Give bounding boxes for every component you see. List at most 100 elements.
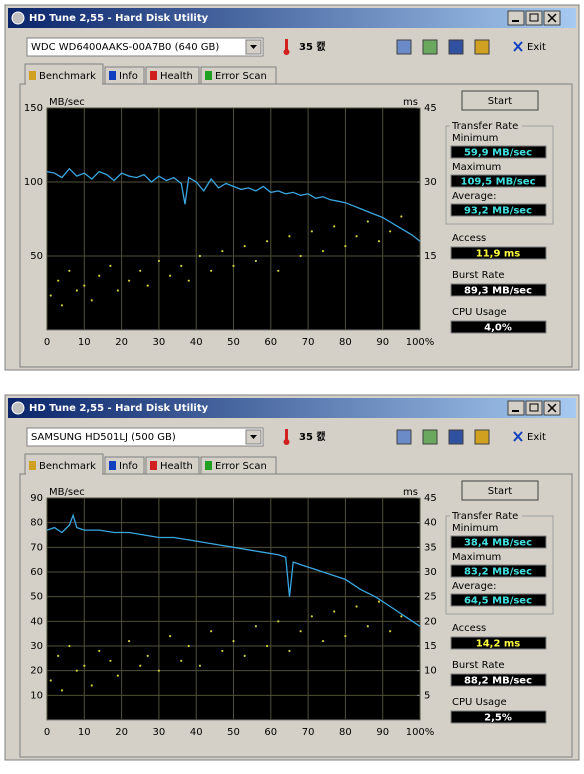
- access-point: [116, 289, 119, 292]
- access-point: [232, 639, 235, 643]
- drive-dropdown[interactable]: SAMSUNG HD501LJ (500 GB): [26, 427, 264, 447]
- minimize-button[interactable]: [507, 10, 525, 26]
- access-point: [187, 279, 190, 282]
- stat-label: Minimum: [452, 523, 498, 534]
- access-point: [109, 264, 112, 267]
- tab[interactable]: Error Scan: [200, 66, 277, 85]
- exit-glyph: [513, 431, 523, 442]
- access-point: [146, 284, 149, 287]
- y-tick-label: 50: [30, 251, 43, 262]
- y-tick-label: 100: [24, 177, 43, 188]
- x-tick-label: 90: [376, 727, 389, 738]
- stat-label: CPU Usage: [452, 697, 507, 708]
- value-box: [450, 564, 547, 578]
- exit-button[interactable]: Exit: [513, 41, 546, 53]
- dropdown-box: [26, 37, 264, 57]
- access-point: [139, 269, 142, 272]
- value-box: [450, 246, 547, 260]
- access-point: [198, 664, 202, 667]
- toolbar-button[interactable]: [474, 39, 490, 55]
- y2-tick-label: 15: [424, 251, 437, 262]
- button-label: Start: [488, 96, 513, 107]
- toolbar-button[interactable]: [422, 429, 438, 445]
- value-text: 4,0%: [484, 323, 512, 334]
- toolbar-icon: [422, 429, 438, 445]
- minimize-button[interactable]: [507, 400, 525, 416]
- access-point: [98, 274, 101, 277]
- access-point: [198, 254, 202, 258]
- value-text: 2,5%: [484, 713, 512, 724]
- value-text: 93,2 MB/sec: [464, 206, 532, 217]
- tab[interactable]: Benchmark: [24, 63, 104, 86]
- tab[interactable]: Benchmark: [24, 453, 104, 476]
- value-text: 64,5 MB/sec: [464, 596, 532, 607]
- thermometer: [285, 429, 288, 441]
- tab-label: Info: [119, 71, 138, 82]
- access-point: [75, 289, 78, 292]
- x-tick-label: 20: [115, 337, 128, 348]
- button-face: [507, 10, 525, 26]
- access-point: [146, 654, 149, 657]
- access-point: [265, 240, 269, 243]
- exit-button[interactable]: Exit: [513, 431, 546, 443]
- tab-panel-cover: [26, 473, 102, 476]
- toolbar-icon: [474, 429, 490, 445]
- value-text: 83,2 MB/sec: [464, 567, 532, 578]
- start-button[interactable]: Start: [461, 480, 539, 501]
- tab[interactable]: Health: [145, 66, 200, 85]
- maximize-button[interactable]: [525, 10, 543, 26]
- window-title: HD Tune 2,55 - Hard Disk Utility: [29, 403, 209, 414]
- button-face: [525, 10, 543, 26]
- y2-tick-label: 45: [424, 103, 437, 114]
- start-button[interactable]: Start: [461, 90, 539, 111]
- close-button[interactable]: [543, 10, 561, 26]
- y-axis-unit: MB/sec: [49, 97, 85, 108]
- access-point: [400, 615, 403, 618]
- toolbar-button[interactable]: [422, 39, 438, 55]
- maximize-button[interactable]: [525, 400, 543, 416]
- x-tick-label: 90: [376, 337, 389, 348]
- stat-label: CPU Usage: [452, 307, 507, 318]
- x-tick-label: 100%: [406, 727, 435, 738]
- access-point: [116, 674, 119, 677]
- access-point: [180, 264, 183, 267]
- access-point: [90, 299, 93, 302]
- access-point: [221, 649, 224, 653]
- tab-panel-cover: [26, 83, 102, 86]
- y2-tick-label: 45: [424, 493, 437, 504]
- access-point: [277, 269, 280, 272]
- toolbar-button[interactable]: [474, 429, 490, 445]
- access-point: [333, 225, 336, 228]
- x-tick-label: 30: [153, 727, 166, 738]
- button-face: [461, 480, 539, 501]
- tab[interactable]: Error Scan: [200, 456, 277, 475]
- tab[interactable]: Health: [145, 456, 200, 475]
- y2-tick-label: 25: [424, 592, 437, 603]
- toolbar-button[interactable]: [396, 429, 412, 445]
- access-point: [265, 644, 269, 648]
- drive-dropdown[interactable]: WDC WD6400AAKS-00A7B0 (640 GB): [26, 37, 264, 57]
- y-tick-label: 70: [30, 542, 43, 553]
- stat-label: Maximum: [452, 162, 501, 173]
- close-button[interactable]: [543, 400, 561, 416]
- tab[interactable]: Info: [104, 456, 145, 475]
- thermometer: [285, 39, 288, 51]
- stat-label: Average:: [452, 581, 496, 592]
- temperature: 35 캜: [299, 430, 326, 443]
- toolbar-button[interactable]: [448, 39, 464, 55]
- window-title: HD Tune 2,55 - Hard Disk Utility: [29, 13, 209, 24]
- y2-tick-label: 40: [424, 518, 437, 529]
- x-tick-label: 60: [264, 727, 277, 738]
- access-point: [180, 659, 183, 662]
- exit-label: Exit: [527, 42, 546, 53]
- transfer-line: [46, 167, 421, 242]
- y-tick-label: 30: [30, 641, 43, 652]
- access-point: [168, 635, 172, 638]
- tab[interactable]: Info: [104, 66, 145, 85]
- value-box: [450, 320, 547, 334]
- glyph: [547, 403, 557, 413]
- toolbar-button[interactable]: [448, 429, 464, 445]
- app-icon: [11, 401, 25, 415]
- toolbar-button[interactable]: [396, 39, 412, 55]
